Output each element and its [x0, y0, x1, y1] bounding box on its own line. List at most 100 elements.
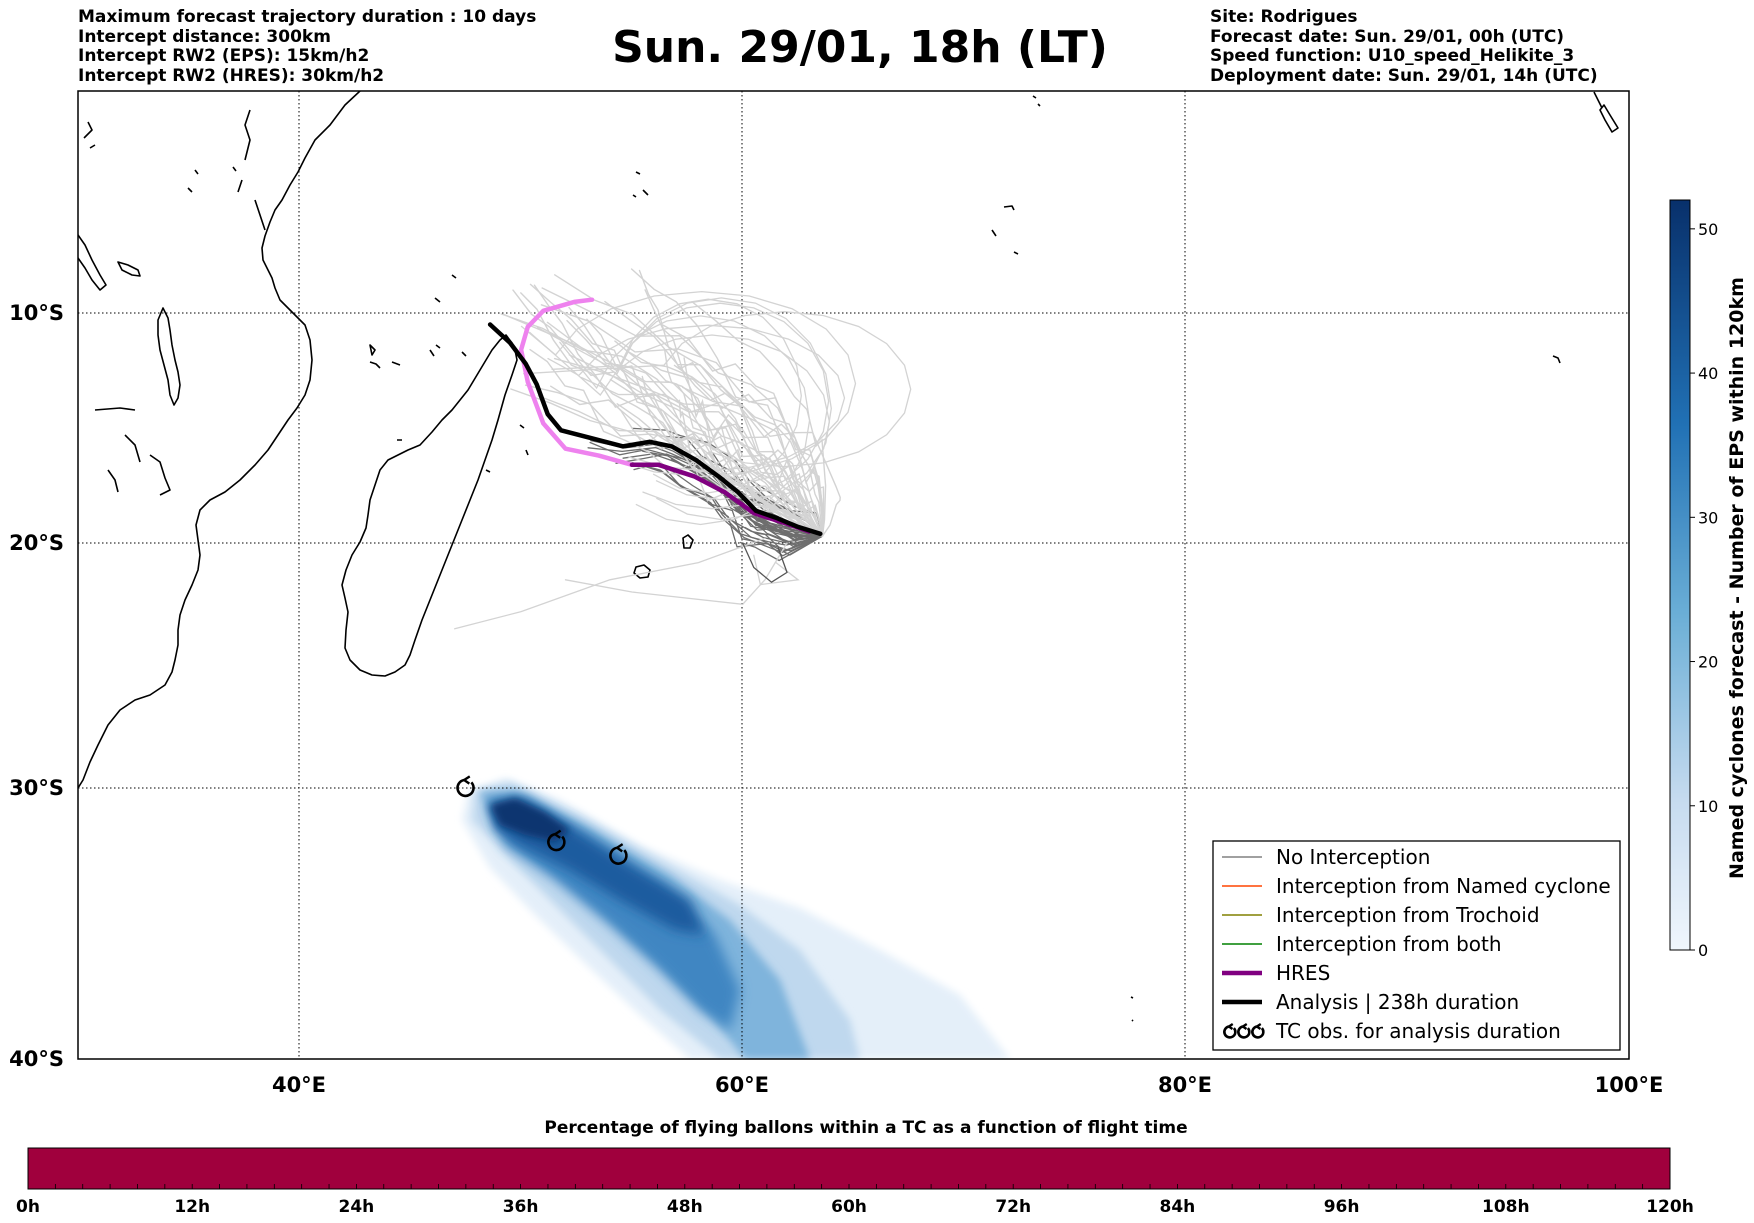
island-coastline: [124, 434, 141, 463]
island-coastline: [157, 307, 181, 406]
madagascar-coastline: [341, 334, 518, 677]
legend-label: No Interception: [1276, 845, 1430, 869]
eps-trajectory-dark: [742, 542, 788, 584]
eps-trajectory-light: [533, 284, 824, 537]
eps-trajectory-light: [520, 292, 824, 537]
island-coastline: [117, 261, 141, 277]
island-coastline: [83, 121, 96, 149]
header-left-info: Maximum forecast trajectory duration : 1…: [78, 7, 537, 86]
eps-trajectories: [454, 268, 912, 630]
map-title: Sun. 29/01, 18h (LT): [612, 22, 1108, 73]
eps-trajectory-light: [454, 537, 766, 630]
header-right-info: Site: Rodrigues Forecast date: Sun. 29/0…: [1210, 7, 1598, 86]
legend-label: Interception from Named cyclone: [1276, 874, 1611, 898]
island-coastline: [107, 469, 119, 493]
lon-tick-label: 100°E: [1595, 1073, 1664, 1097]
island-coastline: [187, 166, 237, 193]
island-coastline: [632, 171, 649, 198]
eps-trajectory-light: [512, 289, 824, 537]
colorbar-tick-label: 20: [1698, 653, 1718, 672]
header-right-line: Forecast date: Sun. 29/01, 00h (UTC): [1210, 26, 1565, 47]
tc-obs-symbol: [1237, 1023, 1251, 1039]
island-coastline: [1593, 91, 1619, 133]
flight-time-tick-label: 12h: [174, 1197, 210, 1217]
colorbar-label: Named cyclones forecast - Number of EPS …: [1726, 277, 1748, 879]
lat-tick-label: 10°S: [9, 301, 64, 325]
flight-time-tick-label: 120h: [1646, 1197, 1694, 1217]
colorbar-tick-label: 40: [1698, 364, 1718, 383]
eps-trajectory-light: [536, 302, 830, 501]
lon-tick-label: 80°E: [1158, 1073, 1212, 1097]
eps-trajectory-light: [691, 301, 827, 537]
legend-label: HRES: [1276, 961, 1330, 985]
eps-trajectory-light: [641, 375, 824, 537]
eps-trajectory-light: [564, 542, 788, 605]
graticule: [78, 91, 1629, 1059]
flight-time-bar: Percentage of flying ballons within a TC…: [16, 1118, 1694, 1217]
flight-time-bar-minor-ticks: [27, 1184, 1671, 1189]
flight-time-tick-label: 48h: [667, 1197, 703, 1217]
eps-trajectory-light: [546, 297, 832, 521]
colorbar-ticks: 0 10 20 30 40 50: [1690, 220, 1718, 960]
flight-time-bar-fill: [27, 1147, 1671, 1190]
legend-box: [1212, 840, 1621, 1051]
flight-time-bar-title: Percentage of flying ballons within a TC…: [544, 1118, 1187, 1138]
lat-tick-label: 40°S: [9, 1047, 64, 1071]
island-coastline: [429, 274, 467, 357]
header-right-line: Speed function: U10_speed_Helikite_3: [1210, 46, 1575, 66]
legend-label: Analysis | 238h duration: [1276, 990, 1519, 1014]
colorbar-tick-label: 50: [1698, 220, 1718, 239]
cyclone-density-field: [462, 778, 1010, 1059]
eps-trajectory-light: [547, 324, 846, 472]
colorbar-tick-label: 0: [1698, 941, 1708, 960]
legend-label: TC obs. for analysis duration: [1275, 1019, 1561, 1043]
analysis-track: [487, 322, 823, 537]
density-colorbar: 0 10 20 30 40 50 Named cyclones forecast - Nu…: [1669, 199, 1748, 960]
map-frame: [77, 90, 1630, 1060]
flight-time-tick-label: 0h: [16, 1197, 40, 1217]
flight-time-bar-ticks: 0h 12h 24h 36h 48h 60h 72h 84h 96h 108h 120h: [16, 1197, 1694, 1217]
tc-observations: [456, 775, 628, 865]
tc-obs-symbol: [609, 843, 628, 865]
colorbar-tick-label: 30: [1698, 508, 1718, 527]
island-coastline: [369, 344, 402, 441]
eps-trajectory-light: [628, 351, 824, 537]
eps-trajectory-light: [520, 290, 857, 478]
header-left-line: Maximum forecast trajectory duration : 1…: [78, 7, 537, 27]
island-coastline: [149, 454, 171, 496]
flight-time-tick-label: 108h: [1482, 1197, 1530, 1217]
eps-trajectory-light: [648, 362, 824, 537]
island-coastline: [485, 424, 529, 473]
legend-label: Interception from Trochoid: [1276, 903, 1540, 927]
eps-trajectory-dark: [707, 502, 824, 557]
legend: No Interception Interception from Named …: [1212, 840, 1621, 1051]
eps-trajectory-light: [630, 268, 824, 537]
africa-coastline: [78, 91, 361, 789]
island-coastline: [94, 407, 136, 411]
eps-trajectory-light: [550, 385, 824, 537]
mauritius-coastline: [682, 534, 694, 549]
legend-label: Interception from both: [1276, 932, 1502, 956]
colorbar-tick-label: 10: [1698, 797, 1718, 816]
tc-obs-symbol: [1223, 1023, 1237, 1039]
colorbar-gradient: [1669, 199, 1691, 951]
header-left-line: Intercept RW2 (EPS): 15km/h2: [78, 46, 370, 66]
flight-time-tick-label: 72h: [995, 1197, 1031, 1217]
latitude-labels: 10°S 20°S 30°S 40°S: [9, 301, 64, 1071]
legend-swatch-tc-obs: [1223, 1023, 1265, 1039]
eps-trajectory-dark: [666, 466, 824, 556]
eps-trajectory-light: [617, 364, 824, 537]
island-coastline: [991, 205, 1019, 255]
header-left-line: Intercept distance: 300km: [78, 26, 331, 47]
flight-time-tick-label: 36h: [503, 1197, 539, 1217]
eps-trajectory-light: [523, 311, 912, 468]
flight-time-tick-label: 84h: [1160, 1197, 1196, 1217]
island-coastline: [78, 234, 107, 291]
tc-obs-symbol: [547, 829, 566, 852]
longitude-labels: 40°E 60°E 80°E 100°E: [272, 1073, 1663, 1097]
header-left-line: Intercept RW2 (HRES): 30km/h2: [78, 65, 385, 86]
deterministic-tracks: [487, 297, 823, 537]
eps-trajectory-light: [554, 274, 824, 537]
coastlines: [78, 91, 1619, 1022]
